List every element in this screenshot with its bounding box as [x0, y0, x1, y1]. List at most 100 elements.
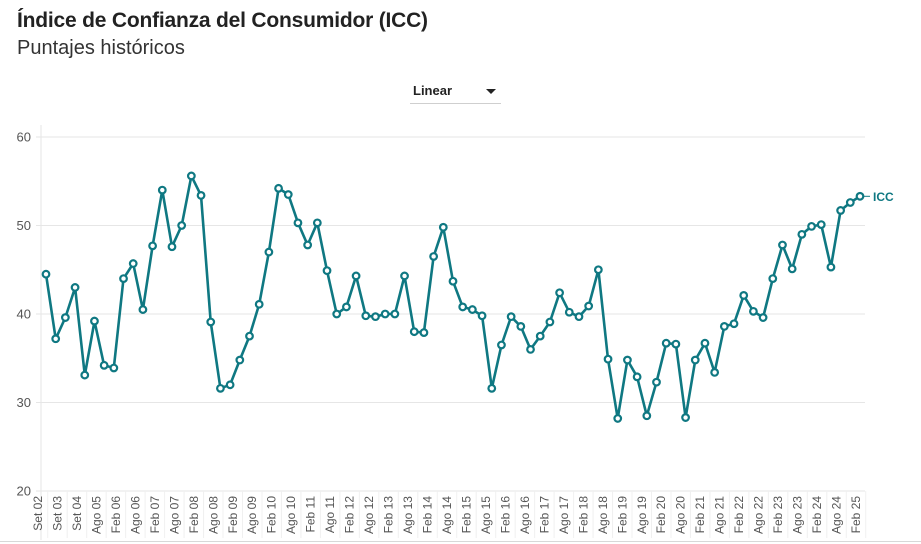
- data-point: [652, 377, 661, 387]
- data-point: [797, 229, 807, 239]
- data-point: [632, 372, 642, 382]
- data-point: [749, 306, 758, 316]
- y-tick-label: 40: [17, 307, 31, 322]
- data-point: [390, 309, 400, 319]
- x-tick-label: Ago 19: [635, 496, 649, 534]
- x-tick-label: Feb 09: [226, 496, 240, 534]
- data-point: [506, 312, 516, 322]
- data-point: [593, 265, 603, 275]
- x-tick-label: Feb 10: [265, 496, 279, 534]
- data-point: [128, 259, 138, 268]
- data-point: [467, 305, 477, 314]
- data-point: [70, 283, 80, 292]
- data-point: [41, 269, 51, 279]
- x-tick-label: Feb 17: [537, 496, 551, 534]
- x-tick-label: Ago 10: [284, 496, 298, 534]
- data-point: [526, 345, 535, 354]
- chevron-down-icon: [486, 89, 496, 94]
- data-point: [836, 206, 846, 215]
- x-tick-label: Ago 08: [206, 496, 220, 534]
- x-tick-label: Feb 12: [343, 496, 357, 534]
- scale-select-value: Linear: [413, 83, 453, 98]
- x-tick-label: Feb 22: [732, 496, 746, 534]
- x-tick-label: Feb 21: [693, 496, 707, 534]
- x-tick-label: Feb 16: [498, 496, 512, 534]
- data-point: [497, 340, 506, 350]
- data-point: [342, 302, 351, 312]
- data-point: [351, 271, 361, 281]
- data-point: [119, 274, 128, 284]
- data-point: [758, 313, 768, 322]
- data-point: [80, 370, 90, 380]
- data-point: [584, 301, 594, 311]
- data-point: [564, 307, 574, 317]
- scale-select[interactable]: Linear: [410, 80, 501, 104]
- data-point: [739, 291, 749, 300]
- data-point: [458, 302, 468, 312]
- x-tick-label: Set 02: [31, 496, 45, 531]
- data-point: [177, 221, 187, 230]
- x-tick-label: Feb 07: [148, 496, 162, 534]
- data-point: [681, 413, 690, 422]
- x-tick-label: Ago 20: [674, 496, 688, 534]
- chart-subtitle: Puntajes históricos: [17, 37, 185, 59]
- data-point: [438, 222, 448, 232]
- y-tick-label: 30: [17, 395, 31, 410]
- y-axis: 20 30 40 50 60: [17, 125, 42, 540]
- data-point: [613, 414, 623, 423]
- x-tick-label: Ago 06: [128, 496, 142, 534]
- data-point: [216, 383, 225, 393]
- data-point: [167, 242, 177, 252]
- data-point: [826, 262, 836, 272]
- x-tick-label: Feb 06: [109, 496, 123, 534]
- series-line-icc: [44, 174, 861, 420]
- x-tick-label: Feb 13: [382, 496, 396, 534]
- data-point: [380, 309, 390, 319]
- data-point: [816, 220, 826, 230]
- data-point: [448, 276, 458, 286]
- data-point: [690, 355, 700, 365]
- data-point: [807, 221, 816, 231]
- data-point: [283, 190, 293, 199]
- data-point: [90, 316, 99, 326]
- x-tick-label: Feb 19: [615, 496, 629, 534]
- data-point: [778, 240, 787, 250]
- x-tick-label: Feb 23: [771, 496, 785, 534]
- data-point: [661, 338, 671, 348]
- data-point: [700, 338, 710, 348]
- x-tick-label: Set 03: [50, 496, 64, 531]
- x-tick-label: Feb 14: [421, 496, 435, 534]
- x-tick-label: Ago 16: [518, 496, 532, 534]
- x-tick-label: Ago 13: [401, 496, 415, 534]
- data-point: [60, 313, 70, 322]
- y-tick-label: 20: [17, 484, 31, 499]
- x-tick-label: Ago 05: [89, 496, 103, 534]
- data-point: [603, 354, 613, 364]
- data-point: [719, 321, 729, 331]
- data-point: [623, 355, 632, 365]
- x-tick-label: Ago 11: [323, 496, 337, 533]
- x-tick-label: Set 04: [70, 496, 84, 531]
- data-point: [157, 185, 167, 195]
- data-point: [235, 355, 245, 365]
- x-tick-label: Feb 15: [459, 496, 473, 534]
- x-tick-label: Ago 12: [362, 496, 376, 534]
- data-point: [477, 311, 487, 321]
- data-point: [787, 264, 797, 274]
- data-point: [642, 411, 652, 421]
- data-point: [409, 327, 419, 337]
- data-point: [487, 383, 497, 393]
- x-tick-label: Ago 17: [557, 496, 571, 534]
- x-tick-label: Ago 18: [596, 496, 610, 534]
- x-tick-label: Ago 22: [752, 496, 766, 534]
- data-point: [545, 317, 555, 327]
- data-point: [371, 312, 380, 322]
- x-tick-label: Feb 24: [810, 496, 824, 534]
- y-tick-label: 60: [17, 130, 31, 145]
- x-axis: Set 02 Set 03 Set 04 Ago 05 Feb 06 Ago 06 Feb …: [31, 491, 867, 538]
- x-tick-label: Ago 21: [713, 496, 727, 534]
- data-point: [206, 317, 216, 327]
- x-tick-label: Feb 08: [187, 496, 201, 534]
- data-point: [254, 299, 264, 309]
